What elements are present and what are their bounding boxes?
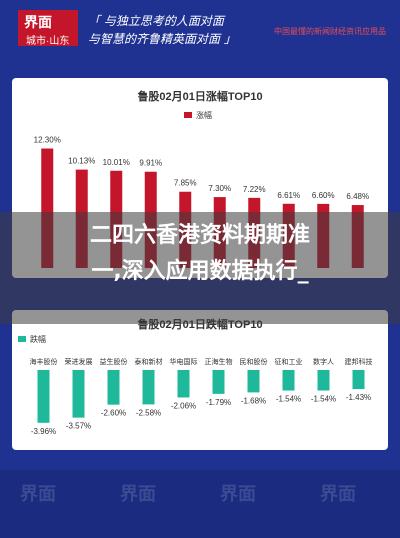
bar	[212, 370, 225, 394]
data-label: -3.57%	[66, 422, 91, 431]
watermark-4: 界面	[320, 484, 356, 504]
bar	[247, 370, 260, 393]
logo-bottom-text: 城市·山东	[26, 36, 70, 47]
data-label: 7.85%	[174, 179, 197, 188]
data-label: 6.60%	[312, 191, 335, 200]
data-label: -2.06%	[171, 401, 196, 410]
bar	[177, 370, 190, 398]
data-label: 6.61%	[277, 191, 300, 200]
bar	[317, 370, 330, 391]
category-label: 征和工业	[275, 357, 303, 366]
legend-label: 涨幅	[196, 110, 212, 120]
watermark-2: 界面	[120, 484, 156, 504]
data-label: 9.91%	[139, 159, 162, 168]
data-label: -1.43%	[346, 393, 371, 402]
bar	[37, 370, 50, 423]
logo-top-text: 界面	[24, 14, 52, 30]
data-label: 10.13%	[68, 157, 95, 166]
category-label: 正海生物	[205, 357, 233, 366]
data-label: 7.22%	[243, 185, 266, 194]
slogan-line-1: 「 与独立思考的人面对面	[88, 14, 224, 28]
data-label: -1.79%	[206, 398, 231, 407]
category-label: 荣进发展	[65, 357, 93, 366]
headline-overlay	[0, 212, 400, 324]
watermark-3: 界面	[220, 484, 256, 504]
category-label: 泰和新材	[135, 357, 163, 366]
category-label: 华电国际	[170, 357, 198, 366]
headline: 二四六香港资料期期准 一,深入应用数据执行_	[0, 218, 400, 290]
bar	[107, 370, 120, 405]
top-right-tagline: 中国最懂的新闻财经资讯应用品	[274, 27, 386, 36]
category-label: 建邦科技	[345, 357, 373, 366]
bar	[142, 370, 155, 405]
slogan-line-2: 与智慧的齐鲁精英面对面 」	[88, 32, 236, 46]
legend-swatch	[184, 112, 192, 118]
headline-line-2: 一,深入应用数据执行_	[91, 259, 309, 284]
logo: 界面 城市·山东	[18, 10, 78, 47]
category-label: 民和股份	[240, 357, 268, 366]
losers-chart-panel: 鲁股02月01日跌幅TOP10 跌幅 海丰股份 -3.96% 荣进发展 -3.57% 益生股…	[12, 310, 388, 450]
bar	[72, 370, 85, 418]
data-label: 7.30%	[208, 184, 231, 193]
data-label: 6.48%	[346, 192, 369, 201]
data-label: -2.60%	[101, 409, 126, 418]
header-bar: 界面 城市·山东 「 与独立思考的人面对面 与智慧的齐鲁精英面对面 」 中国最懂…	[0, 0, 400, 58]
watermark-1: 界面	[20, 484, 56, 504]
losers-chart: 鲁股02月01日跌幅TOP10跌幅海丰股份-3.96%荣进发展-3.57%益生股…	[18, 317, 373, 436]
chart-title: 鲁股02月01日涨幅TOP10	[137, 89, 262, 103]
bar	[282, 370, 295, 391]
data-label: -2.58%	[136, 408, 161, 417]
data-label: -1.54%	[276, 395, 301, 404]
legend-label: 跌幅	[30, 334, 46, 344]
category-label: 益生股份	[100, 357, 128, 366]
category-label: 数字人	[313, 357, 334, 366]
bar	[352, 370, 365, 390]
category-label: 海丰股份	[30, 357, 58, 366]
data-label: -1.54%	[311, 395, 336, 404]
headline-line-1: 二四六香港资料期期准	[89, 223, 310, 248]
data-label: 10.01%	[103, 158, 130, 167]
data-label: -3.96%	[31, 427, 56, 436]
data-label: 12.30%	[34, 136, 61, 145]
data-label: -1.68%	[241, 396, 266, 405]
legend-swatch	[18, 336, 26, 342]
watermark-area: 界面 界面 界面 界面	[0, 470, 400, 538]
